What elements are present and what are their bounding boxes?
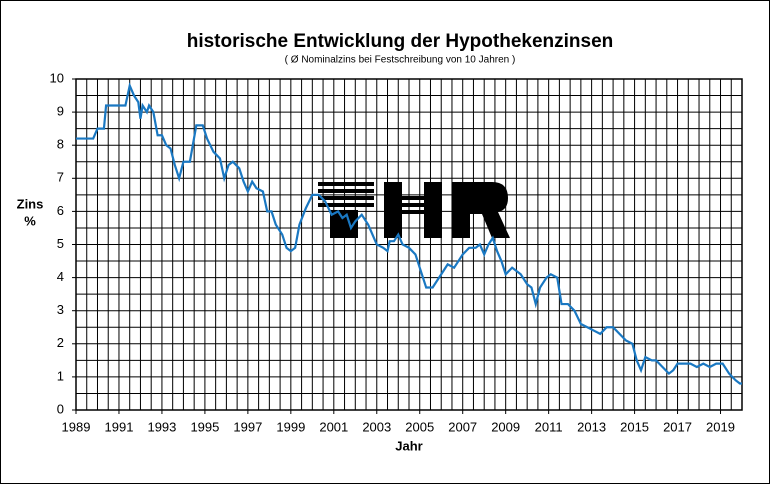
y-tick-label: 0 (57, 401, 64, 416)
x-tick-label: 2003 (362, 419, 391, 434)
x-tick-label: 1989 (62, 419, 91, 434)
plot-border (75, 78, 743, 411)
x-tick-label: 2019 (706, 419, 735, 434)
y-tick-label: 9 (57, 104, 64, 119)
x-tick-label: 1993 (147, 419, 176, 434)
chart-subtitle: ( Ø Nominalzins bei Festschreibung von 1… (285, 55, 516, 66)
y-tick-label: 7 (57, 170, 64, 185)
x-tick-label: 1995 (190, 419, 219, 434)
x-tick-label: 2001 (319, 419, 348, 434)
y-tick-label: 4 (57, 269, 64, 284)
y-tick-label: 6 (57, 203, 64, 218)
chart-title: historische Entwicklung der Hypothekenzi… (187, 31, 614, 52)
x-tick-label: 2015 (620, 419, 649, 434)
x-tick-label: 1997 (233, 419, 262, 434)
x-tick-label: 1991 (105, 419, 134, 434)
x-tick-label: 1999 (276, 419, 305, 434)
y-tick-label: 2 (57, 335, 64, 350)
x-tick-label: 2013 (577, 419, 606, 434)
y-tick-label: 10 (50, 70, 64, 85)
x-axis-label: Jahr (395, 438, 422, 453)
y-tick-label: 5 (57, 236, 64, 251)
x-tick-label: 2005 (405, 419, 434, 434)
line (76, 82, 742, 385)
y-axis-label: Zins (17, 196, 44, 211)
x-tick-label: 2007 (448, 419, 477, 434)
x-tick-label: 2009 (491, 419, 520, 434)
y-tick-label: 1 (57, 368, 64, 383)
y-tick-label: 3 (57, 302, 64, 317)
y-tick-label: 8 (57, 137, 64, 152)
x-tick-label: 2011 (535, 419, 563, 434)
y-axis-label: % (24, 213, 36, 228)
x-tick-label: 2017 (663, 419, 692, 434)
plot (76, 82, 742, 385)
